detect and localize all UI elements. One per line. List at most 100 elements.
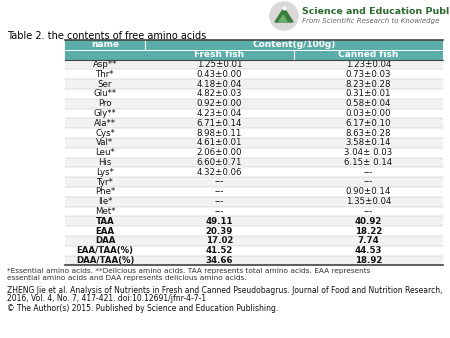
Text: 41.52: 41.52 xyxy=(206,246,233,255)
Bar xyxy=(65,187,443,197)
Text: ---: --- xyxy=(215,187,224,196)
Text: Glu**: Glu** xyxy=(94,89,117,98)
Bar xyxy=(294,50,443,59)
Text: Canned fish: Canned fish xyxy=(338,50,399,59)
Text: 2.06±0.00: 2.06±0.00 xyxy=(197,148,242,157)
Text: 20.39: 20.39 xyxy=(206,226,233,236)
Text: Science and Education Publishing: Science and Education Publishing xyxy=(302,6,450,16)
Text: 17.02: 17.02 xyxy=(206,236,233,245)
Text: 1.35±0.04: 1.35±0.04 xyxy=(346,197,391,206)
Text: 18.92: 18.92 xyxy=(355,256,382,265)
Bar xyxy=(65,177,443,187)
Text: 6.17±0.10: 6.17±0.10 xyxy=(346,119,391,128)
Text: Thr*: Thr* xyxy=(96,70,114,79)
Text: 0.58±0.04: 0.58±0.04 xyxy=(346,99,391,108)
Bar xyxy=(65,216,443,226)
Text: TAA: TAA xyxy=(96,217,114,226)
Text: Table 2. the contents of free amino acids: Table 2. the contents of free amino acid… xyxy=(7,31,206,41)
Bar xyxy=(65,246,443,256)
Bar xyxy=(65,40,145,50)
Text: 4.61±0.01: 4.61±0.01 xyxy=(197,138,242,147)
Text: From Scientific Research to Knowledge: From Scientific Research to Knowledge xyxy=(302,18,439,24)
Text: ---: --- xyxy=(364,177,373,187)
Text: ---: --- xyxy=(364,168,373,177)
Text: Leu*: Leu* xyxy=(95,148,115,157)
Bar xyxy=(65,256,443,265)
Bar xyxy=(65,118,443,128)
Text: 44.53: 44.53 xyxy=(355,246,382,255)
Bar xyxy=(65,226,443,236)
Text: 2016, Vol. 4, No. 7, 417-421. doi:10.12691/jfnr-4-7-1: 2016, Vol. 4, No. 7, 417-421. doi:10.126… xyxy=(7,294,206,303)
Bar xyxy=(65,79,443,89)
Text: 8.63±0.28: 8.63±0.28 xyxy=(346,128,391,138)
Text: Lys*: Lys* xyxy=(96,168,114,177)
Text: ---: --- xyxy=(364,207,373,216)
Text: Cys*: Cys* xyxy=(95,128,115,138)
Text: Val*: Val* xyxy=(96,138,113,147)
Text: Ile*: Ile* xyxy=(98,197,112,206)
Text: 1.23±0.04: 1.23±0.04 xyxy=(346,60,391,69)
Text: 6.60±0.71: 6.60±0.71 xyxy=(197,158,242,167)
Bar xyxy=(65,59,443,69)
Text: ZHENG Jie et al. Analysis of Nutrients in Fresh and Canned Pseudobagrus. Journal: ZHENG Jie et al. Analysis of Nutrients i… xyxy=(7,286,442,295)
Text: 6.15± 0.14: 6.15± 0.14 xyxy=(344,158,392,167)
Text: 3.04± 0.03: 3.04± 0.03 xyxy=(344,148,392,157)
Bar xyxy=(145,40,443,50)
Bar xyxy=(65,207,443,216)
Text: Phe*: Phe* xyxy=(95,187,115,196)
Text: Ala**: Ala** xyxy=(94,119,116,128)
Bar xyxy=(65,99,443,108)
Text: © The Author(s) 2015. Published by Science and Education Publishing.: © The Author(s) 2015. Published by Scien… xyxy=(7,305,278,313)
Text: 0.43±0.00: 0.43±0.00 xyxy=(197,70,242,79)
Text: Pro: Pro xyxy=(98,99,112,108)
Text: DAA: DAA xyxy=(95,236,115,245)
Text: EAA/TAA(%): EAA/TAA(%) xyxy=(76,246,134,255)
Text: 3.58±0.14: 3.58±0.14 xyxy=(346,138,391,147)
Text: 8.23±0.28: 8.23±0.28 xyxy=(346,80,391,89)
Text: 0.03±0.00: 0.03±0.00 xyxy=(346,109,391,118)
Bar xyxy=(65,236,443,246)
Bar xyxy=(65,108,443,118)
Text: 8.98±0.11: 8.98±0.11 xyxy=(197,128,242,138)
Text: 4.32±0.06: 4.32±0.06 xyxy=(197,168,242,177)
Text: EAA: EAA xyxy=(95,226,114,236)
Bar xyxy=(65,158,443,167)
Text: 7.74: 7.74 xyxy=(358,236,379,245)
Text: 0.92±0.00: 0.92±0.00 xyxy=(197,99,242,108)
Text: ---: --- xyxy=(215,197,224,206)
Text: 49.11: 49.11 xyxy=(206,217,233,226)
Text: 18.22: 18.22 xyxy=(355,226,382,236)
Text: 40.92: 40.92 xyxy=(355,217,382,226)
Bar xyxy=(65,128,443,138)
Text: Met*: Met* xyxy=(95,207,115,216)
Text: 34.66: 34.66 xyxy=(206,256,233,265)
Text: 6.71±0.14: 6.71±0.14 xyxy=(197,119,242,128)
Bar xyxy=(65,69,443,79)
Text: Gly**: Gly** xyxy=(94,109,117,118)
Text: Tyr*: Tyr* xyxy=(97,177,113,187)
Bar xyxy=(65,167,443,177)
Text: ---: --- xyxy=(215,207,224,216)
Circle shape xyxy=(270,2,298,30)
Text: 4.23±0.04: 4.23±0.04 xyxy=(197,109,242,118)
Bar xyxy=(65,148,443,158)
Text: DAA/TAA(%): DAA/TAA(%) xyxy=(76,256,134,265)
Text: Content(g/100g): Content(g/100g) xyxy=(252,41,336,49)
Bar xyxy=(145,50,294,59)
Text: name: name xyxy=(91,41,119,49)
Text: 0.90±0.14: 0.90±0.14 xyxy=(346,187,391,196)
Text: ---: --- xyxy=(215,177,224,187)
Text: Fresh fish: Fresh fish xyxy=(194,50,244,59)
Bar xyxy=(65,138,443,148)
Text: Ser: Ser xyxy=(98,80,112,89)
Bar xyxy=(65,197,443,207)
Text: Asp**: Asp** xyxy=(93,60,117,69)
Polygon shape xyxy=(279,15,287,22)
Polygon shape xyxy=(275,8,293,22)
Text: 1.25±0.01: 1.25±0.01 xyxy=(197,60,242,69)
Bar xyxy=(65,50,145,59)
Text: 4.82±0.03: 4.82±0.03 xyxy=(197,89,242,98)
Bar xyxy=(65,89,443,99)
Text: 0.73±0.03: 0.73±0.03 xyxy=(346,70,391,79)
Text: 0.31±0.01: 0.31±0.01 xyxy=(346,89,391,98)
